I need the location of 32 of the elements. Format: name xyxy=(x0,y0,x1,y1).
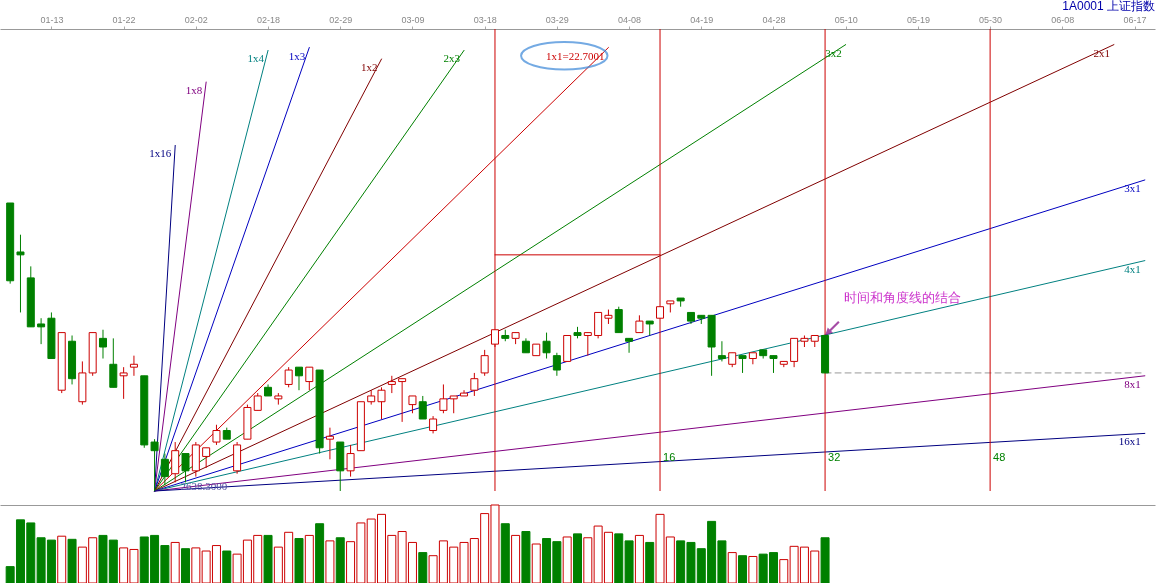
series-label: 2x3 xyxy=(443,52,461,65)
series-label: 2x1 xyxy=(1093,46,1110,59)
x-tick-label: 05-30 xyxy=(979,14,1003,25)
series-label: 1x16 xyxy=(149,147,172,160)
series-label: 16x1 xyxy=(1118,435,1141,448)
series-label: 1x8 xyxy=(185,84,203,97)
series-label: 4x1 xyxy=(1124,262,1141,275)
x-tick-label: 04-28 xyxy=(762,14,786,25)
x-tick-label: 06-08 xyxy=(1051,14,1075,25)
x-tick-label: 03-29 xyxy=(545,14,569,25)
annotation: 48 xyxy=(993,451,1006,463)
x-tick-label: 04-08 xyxy=(618,14,642,25)
series-label: 8x1 xyxy=(1124,377,1141,390)
x-tick-label: 02-18 xyxy=(257,14,281,25)
x-tick-label: 03-09 xyxy=(401,14,425,25)
x-tick-label: 02-02 xyxy=(184,14,208,25)
series-label: 1x4 xyxy=(247,52,265,65)
x-tick-label: 05-19 xyxy=(906,14,930,25)
x-tick-label: 01-13 xyxy=(40,14,64,25)
x-tick-label: 03-18 xyxy=(473,14,497,25)
annotation: 16 xyxy=(663,451,676,463)
x-tick-label: 05-10 xyxy=(834,14,858,25)
series-label: 1x2 xyxy=(361,61,378,74)
x-tick-label: 06-17 xyxy=(1123,14,1147,25)
x-tick-label: 02-29 xyxy=(329,14,353,25)
series-label: 3x1 xyxy=(1124,181,1141,194)
annotation: 时间和角度线的结合 xyxy=(844,290,962,306)
x-tick-label: 01-22 xyxy=(112,14,136,25)
series-label: 1x3 xyxy=(288,49,306,62)
annotation: 32 xyxy=(828,451,841,463)
x-tick-label: 04-19 xyxy=(690,14,714,25)
chart-title: 1A0001 上证指数 xyxy=(1062,0,1155,13)
